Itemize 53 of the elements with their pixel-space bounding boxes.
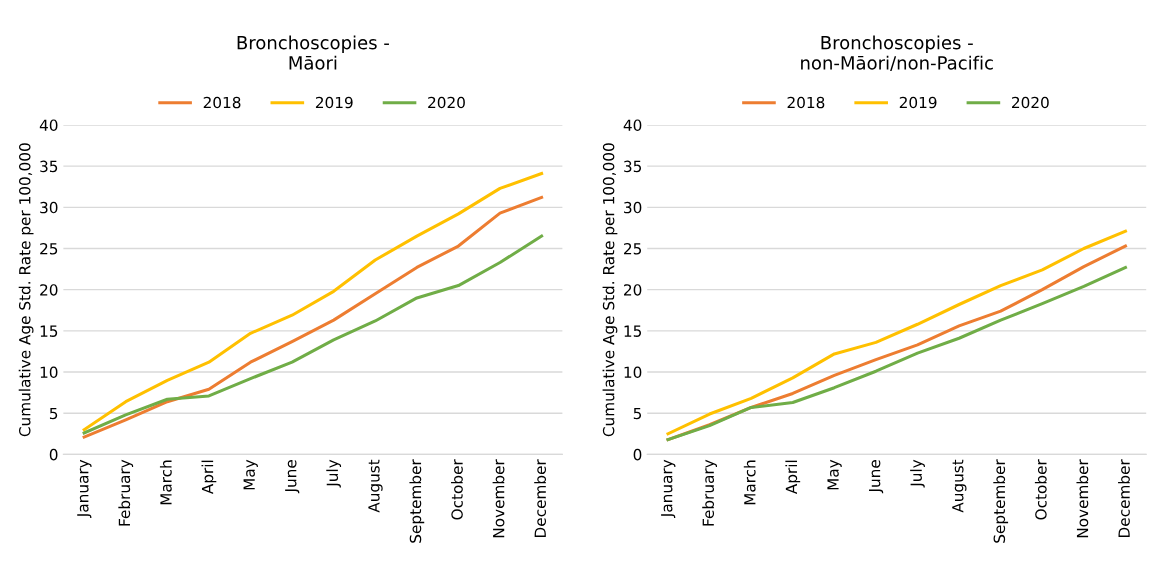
x-tick-label: March: [159, 460, 172, 505]
x-tick-label: May: [243, 459, 258, 490]
y-tick-label: 30: [624, 201, 642, 214]
legend-label: 2019: [315, 96, 353, 109]
y-tick-label: 10: [40, 366, 58, 379]
y-tick-label: 35: [624, 160, 642, 173]
x-tick-label: June: [869, 460, 884, 494]
y-tick-label: 10: [624, 366, 642, 379]
x-tick-label: August: [368, 459, 383, 513]
y-tick-label: 0: [49, 448, 58, 461]
y-tick-label: 25: [624, 242, 642, 255]
chart-title: Bronchoscopies - Māori: [237, 35, 389, 70]
x-tick-label: June: [285, 460, 300, 494]
y-tick-label: 20: [624, 284, 642, 296]
x-tick-label: May: [827, 459, 842, 490]
x-tick-label: February: [702, 459, 717, 526]
legend-label: 2019: [899, 96, 937, 109]
legend-label: 2020: [1012, 96, 1049, 109]
legend-label: 2020: [428, 96, 465, 109]
x-tick-label: November: [1076, 459, 1089, 538]
line-series: [82, 234, 544, 435]
x-tick-label: December: [1118, 459, 1130, 537]
x-tick-label: February: [118, 459, 134, 526]
y-tick-label: 15: [624, 325, 642, 337]
x-tick-label: July: [326, 459, 342, 488]
y-tick-label: 40: [623, 119, 642, 131]
y-axis-title: Cumulative Age Std. Rate per 100,000: [602, 143, 618, 437]
y-tick-label: 5: [633, 407, 642, 420]
legend-label: 2018: [203, 96, 241, 109]
x-tick-label: September: [409, 459, 425, 543]
x-tick-label: April: [201, 460, 217, 495]
y-tick-label: 25: [40, 242, 58, 255]
x-tick-label: October: [451, 459, 463, 520]
x-tick-label: October: [1034, 459, 1047, 520]
y-tick-label: 20: [40, 284, 58, 296]
y-tick-label: 35: [40, 160, 58, 173]
x-tick-label: November: [492, 459, 505, 538]
y-tick-label: 5: [49, 407, 58, 420]
x-tick-label: September: [993, 459, 1009, 543]
legend-label: 2018: [787, 96, 825, 109]
y-tick-label: 0: [633, 448, 642, 461]
y-tick-label: 40: [39, 119, 58, 131]
chart-title: Bronchoscopies - non-Māori/non-Pacific: [801, 35, 993, 72]
x-tick-label: August: [952, 459, 967, 513]
y-axis-title: Cumulative Age Std. Rate per 100,000: [18, 143, 34, 437]
x-tick-label: April: [785, 460, 801, 495]
y-tick-label: 15: [40, 325, 58, 337]
x-tick-label: March: [743, 460, 756, 505]
x-tick-label: January: [77, 459, 92, 518]
x-tick-label: December: [534, 459, 547, 537]
x-tick-label: January: [661, 459, 676, 518]
x-tick-label: July: [910, 459, 925, 488]
y-tick-label: 30: [40, 201, 58, 214]
